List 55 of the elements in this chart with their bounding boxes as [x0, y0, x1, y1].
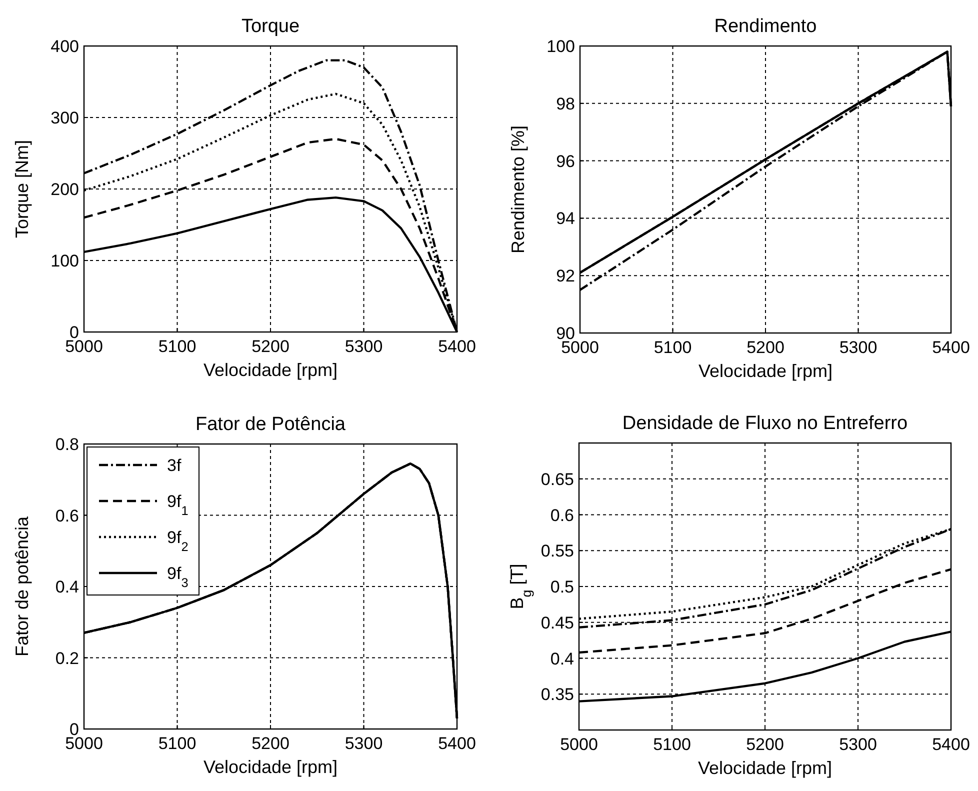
- legend-label: 3f: [167, 456, 182, 475]
- y-axis-title: Fator de potência: [12, 515, 32, 657]
- x-axis-title: Velocidade [rpm]: [698, 758, 832, 778]
- x-tick-label: 5200: [252, 734, 290, 753]
- y-tick-label: 92: [556, 266, 575, 286]
- x-tick-label: 5100: [158, 734, 196, 753]
- legend-label: 9f$_{2}$: [167, 528, 188, 554]
- x-tick-label: 5000: [65, 337, 103, 356]
- x-tick-label: 5200: [252, 337, 290, 356]
- legend-label: 9f$_{3}$: [167, 564, 188, 590]
- y-tick-label: 100: [50, 252, 79, 270]
- x-tick-label: 5200: [746, 338, 784, 357]
- y-tick-label: 0.5: [550, 578, 574, 596]
- chart-title: Fator de Potência: [196, 414, 346, 435]
- y-tick-label: 98: [556, 94, 575, 114]
- y-tick-label: 94: [556, 209, 575, 228]
- y-tick-label: 400: [50, 37, 79, 56]
- y-tick-label: 96: [556, 152, 575, 171]
- x-tick-label: 5400: [438, 337, 476, 356]
- x-tick-label: 5000: [560, 735, 598, 754]
- legend-label: 9f$_{1}$: [167, 492, 188, 518]
- y-tick-label: 0.35: [540, 685, 574, 704]
- chart-title: Rendimento: [714, 16, 817, 37]
- x-tick-label: 5100: [158, 337, 196, 356]
- y-axis-title: Torque [Nm]: [12, 140, 32, 238]
- y-tick-label: 0.2: [55, 648, 79, 668]
- y-tick-label: 0.55: [540, 542, 574, 561]
- x-axis-title: Velocidade [rpm]: [203, 360, 338, 380]
- x-tick-label: 5400: [932, 735, 970, 754]
- y-tick-label: 0.45: [540, 613, 574, 632]
- chart-title: Torque: [241, 16, 300, 37]
- x-tick-label: 5400: [438, 734, 476, 753]
- y-tick-label: 0.8: [55, 435, 79, 454]
- x-tick-label: 5000: [561, 338, 599, 357]
- y-tick-label: 0.4: [550, 649, 574, 668]
- y-tick-label: 100: [546, 37, 575, 56]
- y-tick-label: 0.4: [55, 578, 79, 596]
- x-axis-title: Velocidade [rpm]: [203, 757, 338, 777]
- y-tick-label: 200: [50, 180, 79, 199]
- y-tick-label: 0.6: [55, 506, 79, 526]
- x-tick-label: 5100: [654, 338, 692, 357]
- x-tick-label: 5000: [65, 734, 103, 753]
- x-tick-label: 5300: [839, 735, 877, 754]
- x-axis-title: Velocidade [rpm]: [698, 361, 833, 381]
- x-tick-label: 5300: [344, 337, 383, 356]
- y-tick-label: 0.6: [550, 506, 574, 525]
- x-tick-label: 5200: [746, 735, 784, 754]
- x-tick-label: 5400: [932, 338, 970, 357]
- y-axis-title: Rendimento [%]: [508, 125, 528, 254]
- y-tick-label: 300: [50, 108, 79, 128]
- y-tick-label: 0.65: [540, 470, 574, 489]
- x-tick-label: 5100: [653, 735, 691, 754]
- x-tick-label: 5300: [344, 734, 383, 753]
- x-tick-label: 5300: [839, 338, 878, 357]
- chart-title: Densidade de Fluxo no Entreferro: [622, 413, 908, 434]
